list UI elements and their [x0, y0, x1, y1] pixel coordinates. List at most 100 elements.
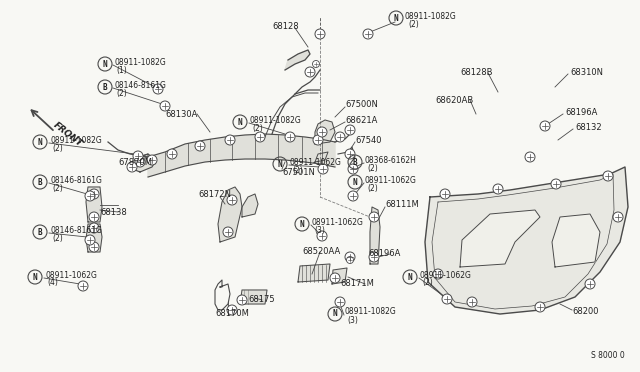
- Circle shape: [227, 305, 237, 315]
- Circle shape: [317, 127, 327, 137]
- Text: (2): (2): [422, 279, 433, 288]
- Text: 68310N: 68310N: [570, 67, 603, 77]
- Text: 08911-1062G: 08911-1062G: [365, 176, 417, 185]
- Polygon shape: [552, 214, 600, 267]
- Text: (2): (2): [252, 124, 263, 132]
- Text: B: B: [38, 177, 42, 186]
- Circle shape: [160, 101, 170, 111]
- Text: N: N: [278, 160, 282, 169]
- Polygon shape: [242, 194, 258, 217]
- Circle shape: [167, 149, 177, 159]
- Text: 68170M: 68170M: [215, 310, 249, 318]
- Polygon shape: [315, 120, 335, 144]
- Text: 08911-1082G: 08911-1082G: [114, 58, 166, 67]
- Text: N: N: [237, 118, 243, 126]
- Text: B: B: [102, 83, 108, 92]
- Text: 68172N: 68172N: [198, 189, 231, 199]
- Polygon shape: [425, 167, 628, 314]
- Polygon shape: [285, 50, 310, 70]
- Circle shape: [535, 302, 545, 312]
- Text: (2): (2): [292, 166, 303, 174]
- Text: 67500N: 67500N: [345, 99, 378, 109]
- Text: N: N: [394, 13, 398, 22]
- Circle shape: [285, 132, 295, 142]
- Circle shape: [442, 294, 452, 304]
- Circle shape: [335, 297, 345, 307]
- Polygon shape: [86, 187, 102, 222]
- Text: (3): (3): [347, 315, 358, 324]
- Circle shape: [317, 231, 327, 241]
- Circle shape: [195, 141, 205, 151]
- Circle shape: [127, 162, 137, 172]
- Text: 08911-1082G: 08911-1082G: [405, 12, 457, 20]
- Circle shape: [525, 152, 535, 162]
- Polygon shape: [332, 268, 347, 284]
- Text: 68196A: 68196A: [368, 250, 401, 259]
- Text: FRONT: FRONT: [52, 121, 84, 149]
- Text: 08911-1062G: 08911-1062G: [45, 270, 97, 279]
- Circle shape: [227, 195, 237, 205]
- Text: 08911-1082G: 08911-1082G: [250, 115, 301, 125]
- Circle shape: [369, 252, 379, 262]
- Circle shape: [369, 212, 379, 222]
- Text: (4): (4): [47, 279, 58, 288]
- Text: B: B: [38, 228, 42, 237]
- Text: 08911-1082G: 08911-1082G: [345, 308, 397, 317]
- Polygon shape: [138, 154, 148, 160]
- Text: B: B: [353, 157, 357, 167]
- Text: 08911-1082G: 08911-1082G: [50, 135, 102, 144]
- Circle shape: [225, 135, 235, 145]
- Text: N: N: [38, 138, 42, 147]
- Polygon shape: [460, 210, 540, 267]
- Circle shape: [330, 273, 340, 283]
- Text: 08146-8161G: 08146-8161G: [114, 80, 166, 90]
- Circle shape: [493, 184, 503, 194]
- Circle shape: [255, 132, 265, 142]
- Circle shape: [135, 157, 145, 167]
- Circle shape: [153, 84, 163, 94]
- Circle shape: [603, 171, 613, 181]
- Text: 08146-8161G: 08146-8161G: [50, 225, 102, 234]
- Text: 08911-1062G: 08911-1062G: [420, 270, 472, 279]
- Circle shape: [585, 279, 595, 289]
- Circle shape: [89, 223, 99, 233]
- Circle shape: [348, 191, 358, 201]
- Circle shape: [440, 189, 450, 199]
- Circle shape: [551, 179, 561, 189]
- Text: N: N: [333, 310, 337, 318]
- Circle shape: [312, 61, 319, 67]
- Text: 08911-1062G: 08911-1062G: [290, 157, 342, 167]
- Circle shape: [237, 295, 247, 305]
- Circle shape: [313, 135, 323, 145]
- Text: 67540: 67540: [355, 135, 381, 144]
- Text: N: N: [408, 273, 412, 282]
- Text: (2): (2): [52, 144, 63, 153]
- Text: 67501N: 67501N: [282, 167, 315, 176]
- Text: (2): (2): [367, 183, 378, 192]
- Circle shape: [433, 269, 443, 279]
- Text: 68171M: 68171M: [340, 279, 374, 289]
- Text: 68196A: 68196A: [565, 108, 597, 116]
- Circle shape: [540, 121, 550, 131]
- Circle shape: [89, 189, 99, 199]
- Circle shape: [223, 227, 233, 237]
- Text: 68200: 68200: [572, 308, 598, 317]
- Polygon shape: [240, 290, 267, 304]
- Text: (2): (2): [52, 234, 63, 243]
- Text: N: N: [300, 219, 304, 228]
- Text: (1): (1): [116, 65, 127, 74]
- Circle shape: [85, 235, 95, 245]
- Text: N: N: [33, 273, 37, 282]
- Circle shape: [89, 212, 99, 222]
- Text: 67870M: 67870M: [118, 157, 152, 167]
- Circle shape: [318, 164, 328, 174]
- Circle shape: [315, 29, 325, 39]
- Circle shape: [345, 149, 355, 159]
- Polygon shape: [86, 224, 102, 252]
- Polygon shape: [298, 264, 330, 282]
- Text: 68175: 68175: [248, 295, 275, 305]
- Polygon shape: [148, 134, 335, 177]
- Text: S 8000 0: S 8000 0: [591, 351, 625, 360]
- Circle shape: [363, 29, 373, 39]
- Text: 68138: 68138: [100, 208, 127, 217]
